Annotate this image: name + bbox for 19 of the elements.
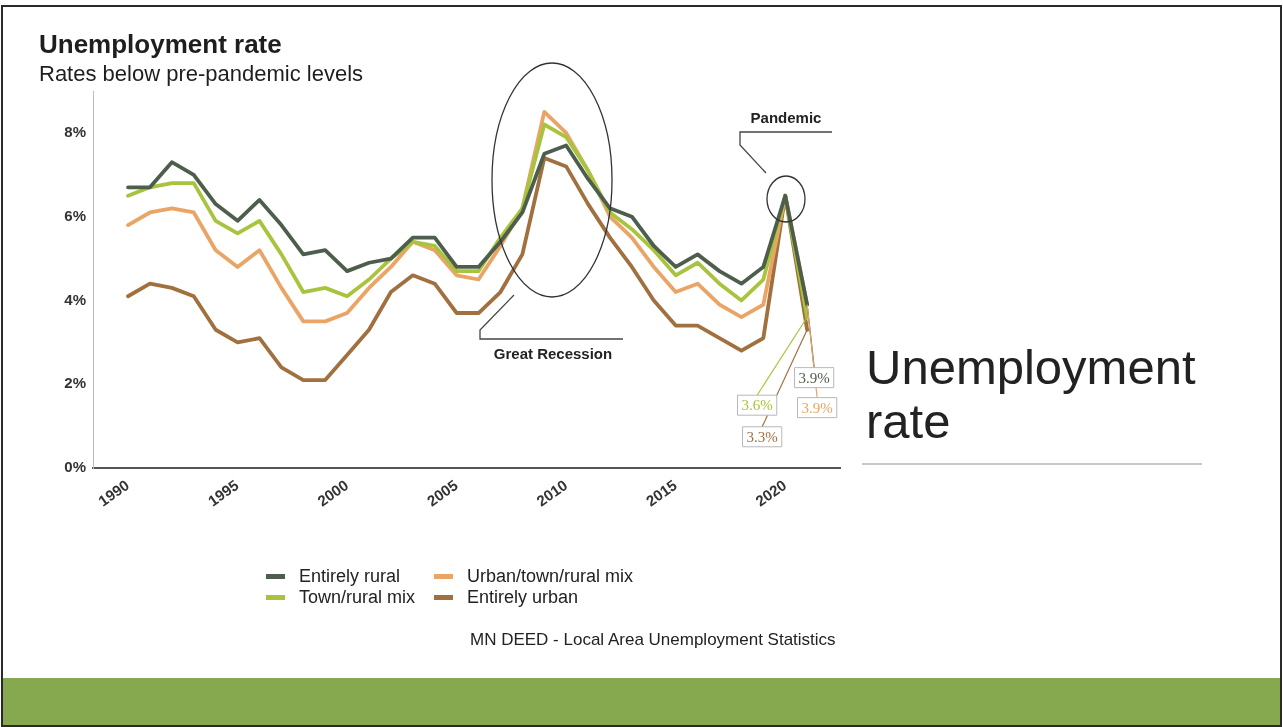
annotation: Pandemic xyxy=(750,109,822,127)
data-label: 3.9% xyxy=(798,369,830,386)
legend-label: Urban/town/rural mix xyxy=(467,566,634,587)
annotation: Great Recession xyxy=(493,345,613,363)
y-tick-label: 8% xyxy=(64,123,86,141)
data-label: 3.3% xyxy=(746,428,778,445)
legend-label: Entirely rural xyxy=(299,566,401,587)
data-label: 3.6% xyxy=(741,397,773,414)
chart-title: Unemployment rate xyxy=(39,29,282,59)
text: Unemployment rate xyxy=(866,340,1197,448)
y-tick-label: 0% xyxy=(64,458,86,476)
legend-label: Town/rural mix xyxy=(299,587,416,608)
y-tick-label: 4% xyxy=(64,290,86,308)
chart-subtitle: Rates below pre-pandemic levels xyxy=(39,61,364,87)
legend-label: Entirely urban xyxy=(467,587,579,608)
text: MN DEED - Local Area Unemployment Statistics xyxy=(470,630,836,650)
y-tick-label: 6% xyxy=(64,206,86,224)
data-label: 3.9% xyxy=(801,399,833,416)
y-tick-label: 2% xyxy=(64,374,86,392)
